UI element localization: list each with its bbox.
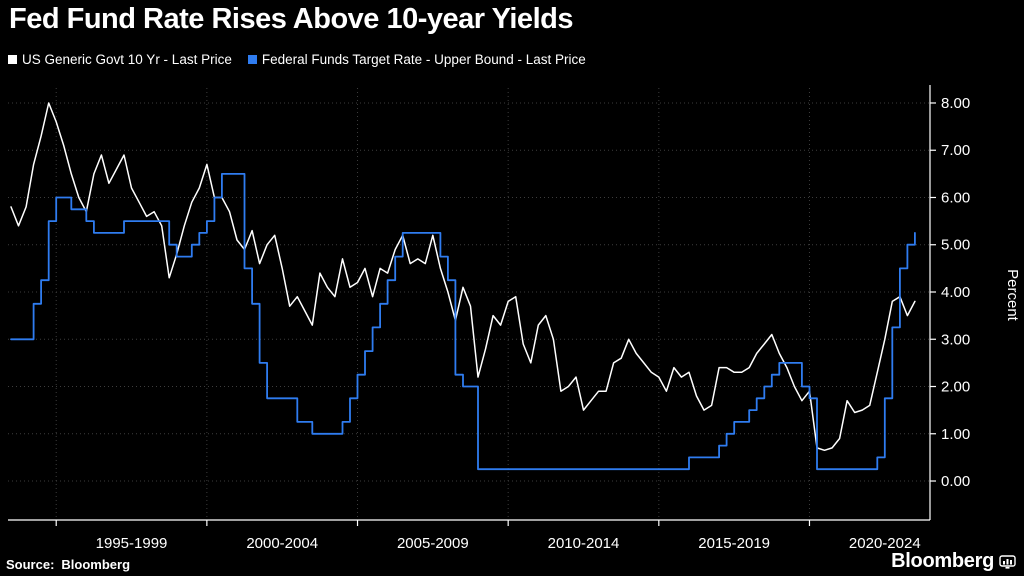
y-tick-label: 8.00 — [941, 95, 970, 112]
legend-label-0: US Generic Govt 10 Yr - Last Price — [22, 52, 232, 67]
legend-label-1: Federal Funds Target Rate - Upper Bound … — [261, 52, 586, 67]
y-tick-label: 6.00 — [941, 189, 970, 206]
x-axis-label: 2010-2014 — [548, 535, 620, 552]
y-tick-label: 1.00 — [941, 426, 970, 443]
legend-item-1: Federal Funds Target Rate - Upper Bound … — [247, 52, 586, 67]
source-attribution: Source: Bloomberg — [6, 557, 130, 572]
x-axis-label: 2005-2009 — [397, 535, 469, 552]
bloomberg-logo: Bloomberg — [891, 550, 1016, 573]
y-tick-label: 0.00 — [941, 473, 970, 490]
x-axis-label: 1995-1999 — [96, 535, 168, 552]
y-tick-label: 3.00 — [941, 331, 970, 348]
series-line-fed-funds — [10, 173, 916, 471]
series-line-10yr-yield — [10, 102, 916, 452]
legend-item-0: US Generic Govt 10 Yr - Last Price — [8, 52, 232, 67]
percent-axis-label: Percent — [1004, 269, 1021, 322]
y-tick-label: 4.00 — [941, 284, 970, 301]
x-axis-label: 2000-2004 — [246, 535, 318, 552]
y-tick-label: 7.00 — [941, 142, 970, 159]
y-tick-label: 2.00 — [941, 379, 970, 396]
x-axis-label: 2015-2019 — [698, 535, 770, 552]
chart-legend: US Generic Govt 10 Yr - Last Price Federa… — [8, 52, 586, 67]
y-tick-label: 5.00 — [941, 237, 970, 254]
bloomberg-logo-icon — [999, 554, 1016, 569]
legend-swatch-0 — [8, 55, 17, 64]
legend-swatch-1 — [247, 55, 257, 64]
source-label: Source: — [6, 557, 55, 572]
bloomberg-wordmark: Bloomberg — [891, 550, 994, 572]
x-axis-label: 2020-2024 — [849, 535, 921, 552]
chart-title: Fed Fund Rate Rises Above 10-year Yields — [9, 3, 573, 35]
source-value: Bloomberg — [61, 557, 131, 572]
